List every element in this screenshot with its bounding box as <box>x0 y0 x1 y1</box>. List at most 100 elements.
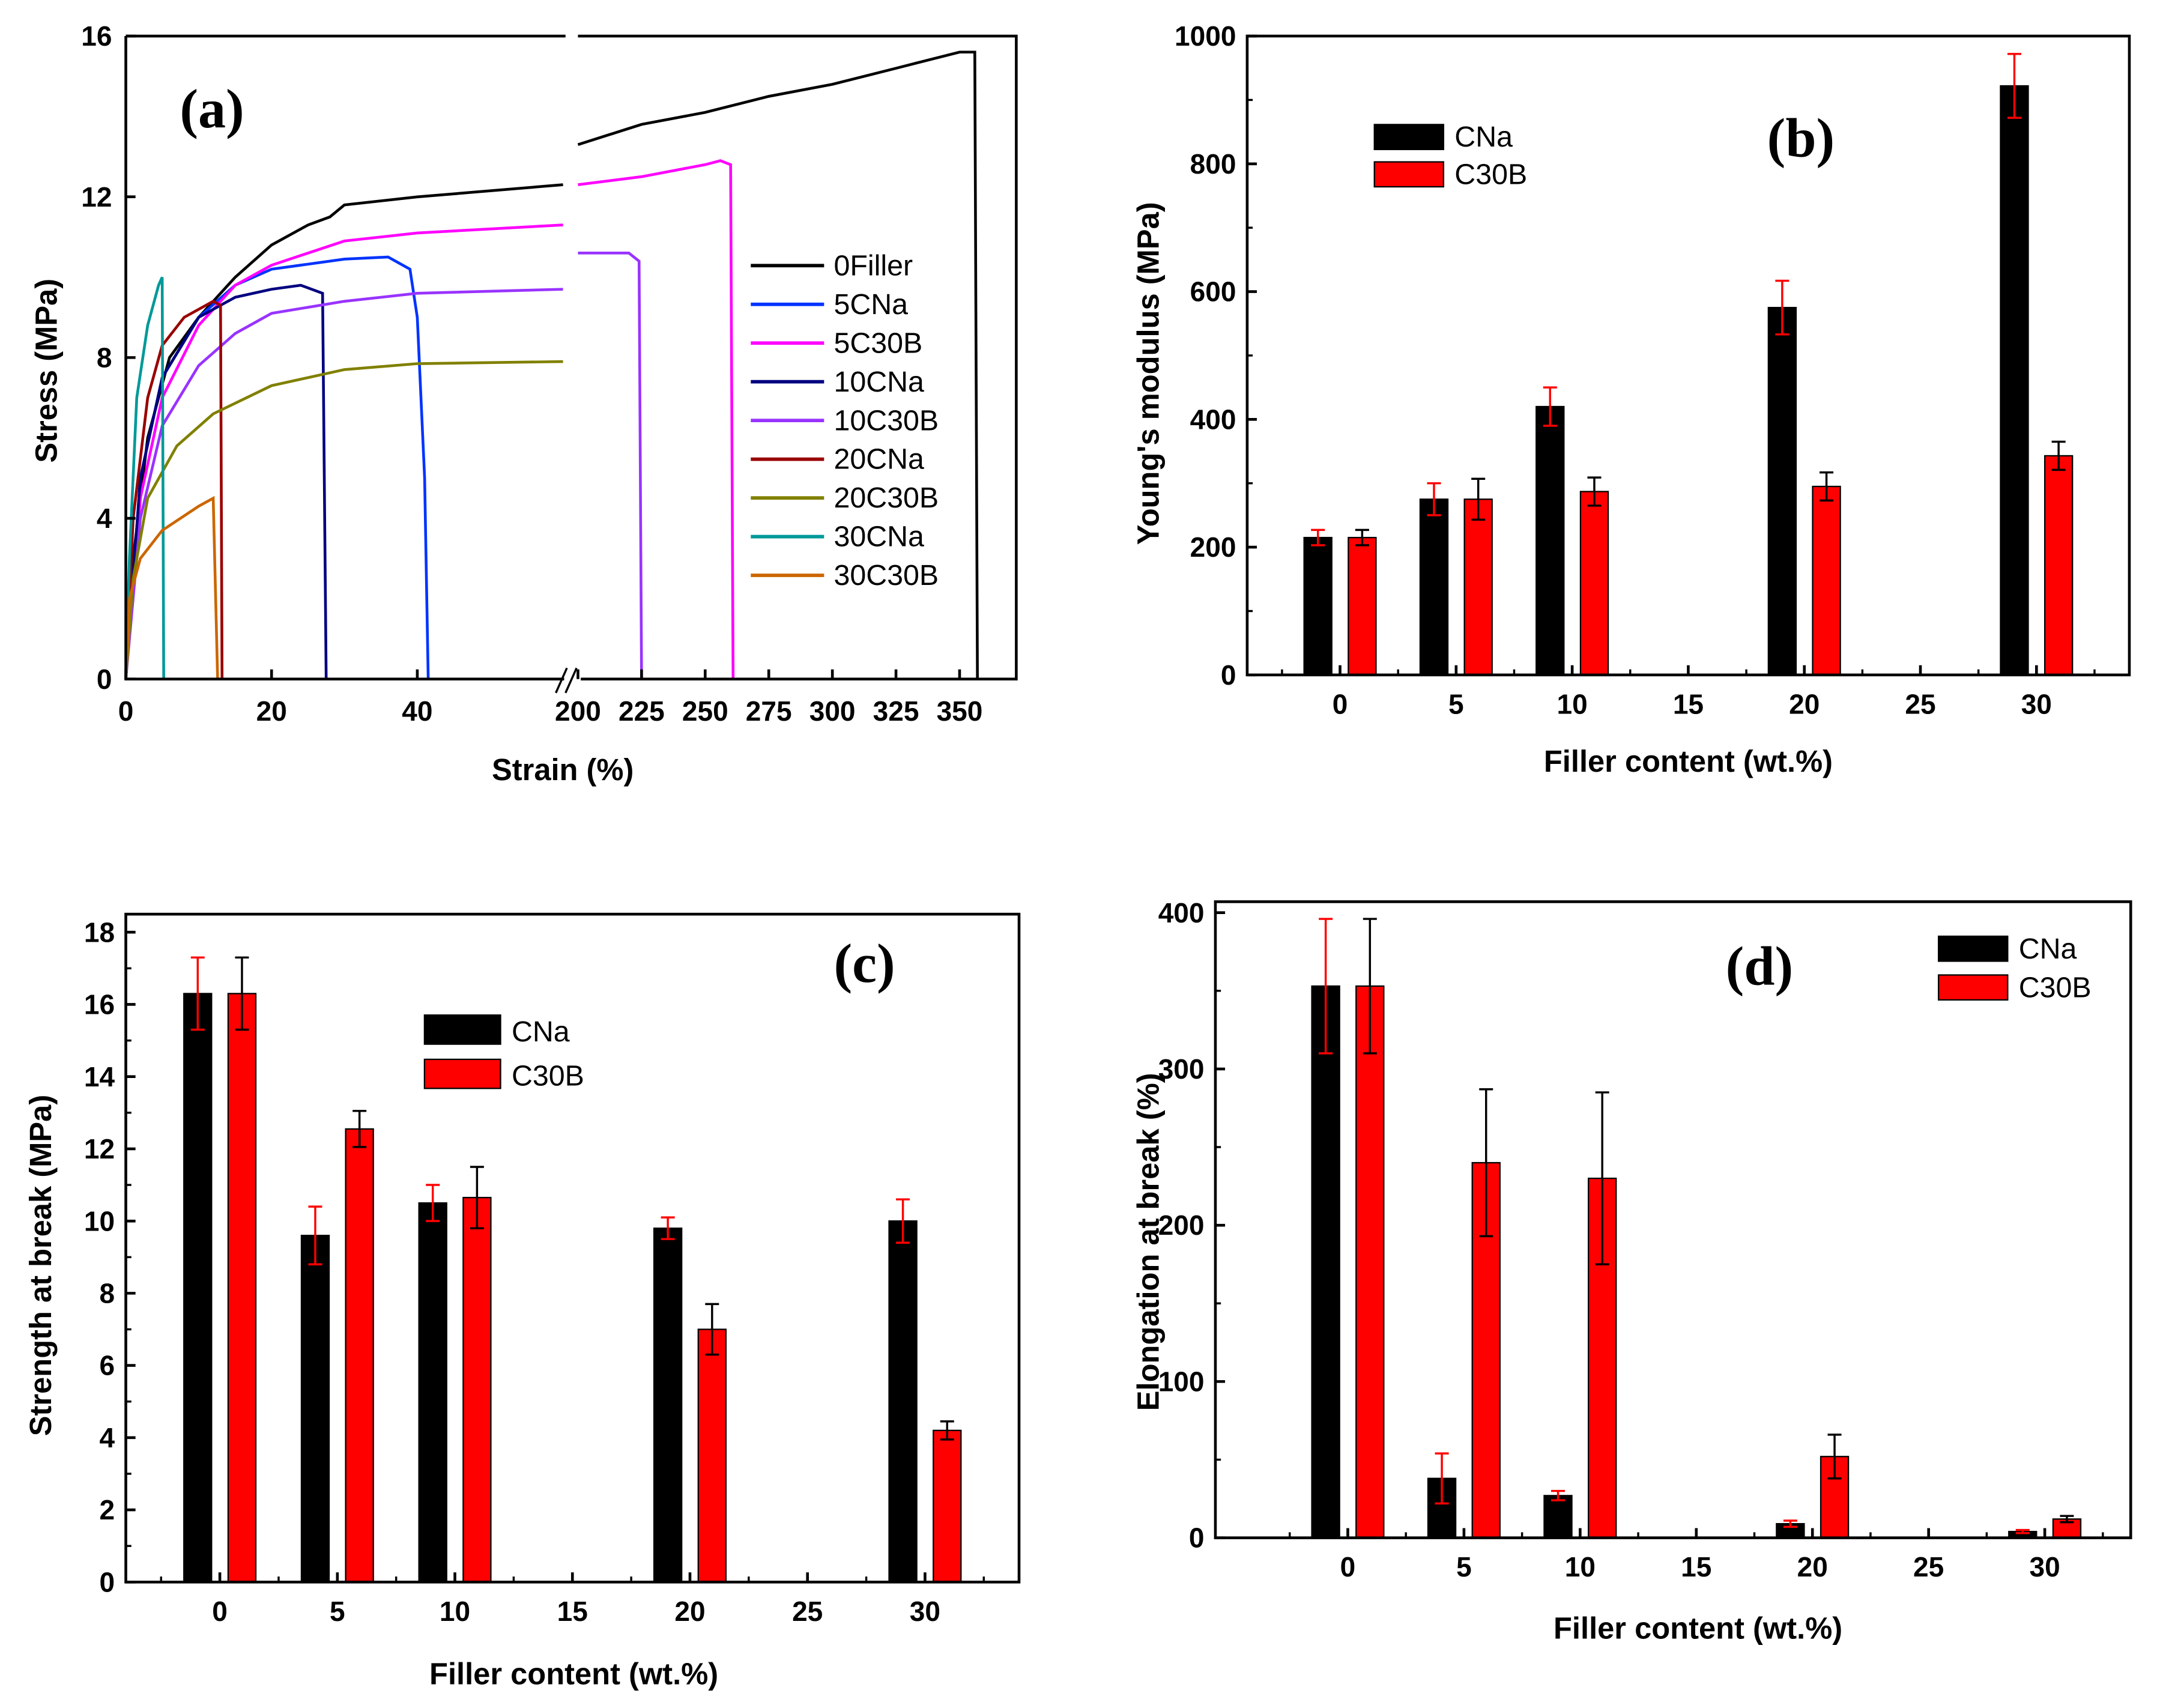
y-tick-label-d: 200 <box>1158 1210 1205 1241</box>
curve-10C30B <box>124 288 563 679</box>
y-axis-title-a: Stress (MPa) <box>29 279 63 463</box>
y-axis-title-c: Strength at break (MPa) <box>23 1095 58 1436</box>
x-tick-label-b: 25 <box>1905 688 1935 719</box>
y-tick-label-b: 200 <box>1190 531 1236 563</box>
x-tick-label-c: 25 <box>792 1596 823 1627</box>
error-bar-C30B-10 <box>1587 476 1602 507</box>
legend-label-30C30B: 30C30B <box>833 559 939 592</box>
error-bar-C30B-20 <box>705 1303 719 1356</box>
error-bar-C30B-30 <box>2051 440 2066 471</box>
bar-CNa-0 <box>1303 536 1333 676</box>
bar-CNa-30 <box>888 1220 918 1583</box>
y-tick-label-a: 16 <box>81 20 112 52</box>
legend-swatch-C30B <box>1373 161 1445 188</box>
error-bar-CNa-30 <box>896 1198 910 1244</box>
plot-frame-d <box>1214 900 2132 1539</box>
y-tick-label-c: 12 <box>84 1133 115 1164</box>
y-tick-label-c: 16 <box>84 989 115 1020</box>
panel-c-strength-at-break: (c) Filler content (wt.%) Strength at br… <box>23 912 1021 1691</box>
bar-CNa-10 <box>1543 1495 1573 1539</box>
y-tick-label-d: 100 <box>1158 1366 1205 1397</box>
error-bar-C30B-0 <box>1363 918 1377 1055</box>
x-axis-title-c: Filler content (wt.%) <box>429 1657 718 1691</box>
bar-C30B-10 <box>462 1196 492 1583</box>
y-tick-label-b: 0 <box>1221 659 1236 691</box>
legend-label-CNa: CNa <box>512 1016 570 1048</box>
error-bar-C30B-10 <box>470 1166 484 1229</box>
y-tick-label-c: 8 <box>100 1277 115 1309</box>
legend-label-30CNa: 30CNa <box>833 521 924 553</box>
legend-label-20CNa: 20CNa <box>833 443 924 476</box>
y-tick-label-c: 0 <box>100 1566 115 1597</box>
x-axis-title-d: Filler content (wt.%) <box>1553 1611 1842 1646</box>
legend-label-C30B: C30B <box>2019 971 2092 1004</box>
curve-5CNa <box>124 255 430 679</box>
x-tick-label-b: 5 <box>1448 688 1464 719</box>
error-bar-CNa-20 <box>661 1216 675 1240</box>
y-tick-label-a: 8 <box>97 342 112 373</box>
curve-0Filler <box>577 50 979 679</box>
y-tick-label-c: 2 <box>100 1494 115 1525</box>
legend-label-10C30B: 10C30B <box>833 404 939 437</box>
error-bar-C30B-30 <box>2060 1515 2074 1524</box>
bar-CNa-5 <box>1419 498 1449 676</box>
x-tick-label-d: 25 <box>1913 1551 1944 1582</box>
x-tick-label-a: 0 <box>118 695 134 727</box>
error-bar-C30B-30 <box>940 1420 954 1441</box>
y-axis-title-d: Elongation at break (%) <box>1131 1073 1166 1411</box>
error-bar-CNa-5 <box>1427 482 1441 516</box>
y-tick-label-a: 4 <box>97 503 112 534</box>
error-bar-C30B-5 <box>1479 1088 1493 1238</box>
bar-CNa-20 <box>1767 306 1797 676</box>
bar-CNa-0 <box>1311 985 1340 1539</box>
error-bar-CNa-10 <box>426 1184 440 1222</box>
bar-C30B-0 <box>1355 985 1385 1539</box>
error-bar-CNa-0 <box>1319 918 1333 1055</box>
error-bar-CNa-0 <box>1311 528 1325 547</box>
x-tick-label-d: 20 <box>1797 1551 1828 1582</box>
x-tick-label-c: 30 <box>910 1596 940 1627</box>
bar-C30B-0 <box>227 993 257 1583</box>
error-bar-CNa-10 <box>1550 1489 1566 1501</box>
y-tick-label-c: 18 <box>84 916 115 948</box>
error-bar-C30B-20 <box>1820 471 1834 502</box>
y-tick-label-d: 0 <box>1189 1522 1205 1554</box>
error-bar-CNa-10 <box>1543 386 1557 427</box>
bar-CNa-10 <box>1535 405 1565 676</box>
curve-30C30B <box>124 495 219 679</box>
x-tick-label-a: 250 <box>682 695 728 727</box>
legend-label-20C30B: 20C30B <box>833 482 939 514</box>
axis-break-top <box>565 33 578 40</box>
legend-label-5CNa: 5CNa <box>833 288 908 321</box>
x-axis-title-b: Filler content (wt.%) <box>1544 744 1833 778</box>
error-bar-C30B-0 <box>235 956 249 1031</box>
bar-C30B-20 <box>1812 485 1841 676</box>
legend-label-C30B: C30B <box>512 1060 584 1092</box>
legend-label-0Filler: 0Filler <box>833 249 913 282</box>
legend-label-CNa: CNa <box>2019 933 2077 965</box>
error-bar-CNa-5 <box>308 1205 322 1266</box>
y-tick-label-c: 4 <box>100 1422 115 1453</box>
bar-CNa-0 <box>183 993 213 1583</box>
x-tick-label-d: 15 <box>1681 1551 1711 1582</box>
x-tick-label-a: 20 <box>256 695 287 727</box>
x-tick-label-a: 325 <box>873 695 919 727</box>
curve-5C30B <box>578 159 735 679</box>
x-tick-label-c: 0 <box>212 1596 228 1627</box>
panel-label-d: (d) <box>1726 936 1794 997</box>
error-bar-CNa-30 <box>2015 1528 2030 1534</box>
y-axis-title-b: Young's modulus (MPa) <box>1131 202 1166 545</box>
x-axis-title-a: Strain (%) <box>492 753 634 787</box>
bar-C30B-10 <box>1579 491 1609 676</box>
legend-label-CNa: CNa <box>1454 121 1513 153</box>
x-tick-label-a: 350 <box>937 695 983 727</box>
x-tick-label-d: 10 <box>1565 1551 1596 1582</box>
x-tick-label-a: 275 <box>746 695 792 727</box>
curve-20CNa <box>124 300 224 679</box>
bar-C30B-5 <box>1463 498 1493 676</box>
panel-label-c: (c) <box>833 933 895 994</box>
error-bar-CNa-30 <box>2007 53 2021 119</box>
bar-CNa-30 <box>2000 85 2029 676</box>
x-tick-label-d: 0 <box>1340 1551 1356 1582</box>
